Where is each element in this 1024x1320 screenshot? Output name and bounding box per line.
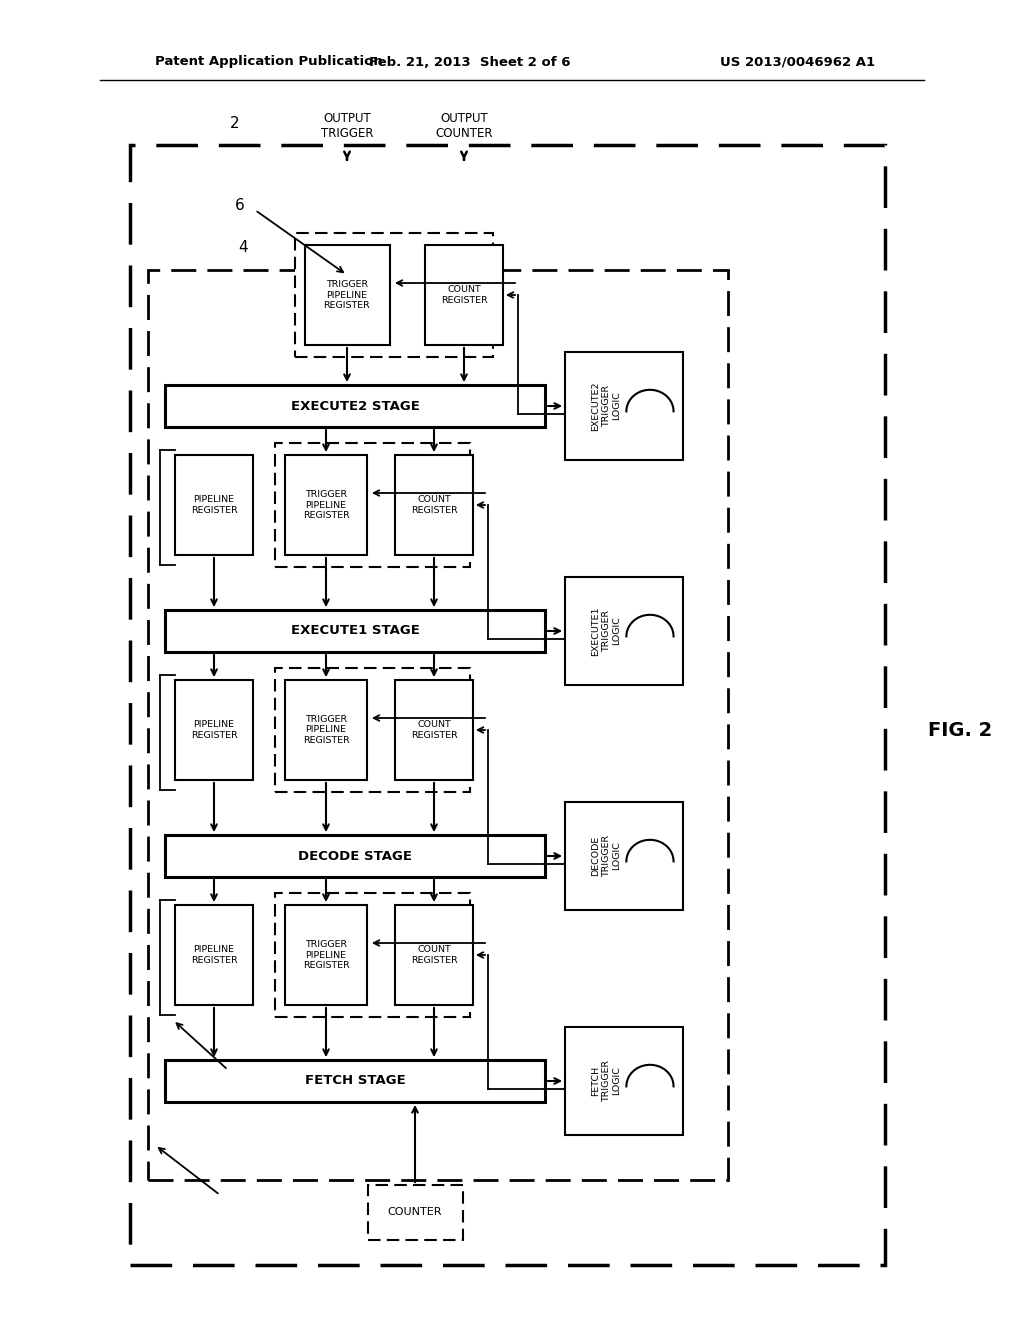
Bar — [425, 246, 503, 345]
Text: COUNT
REGISTER: COUNT REGISTER — [411, 495, 458, 515]
Text: FETCH
TRIGGER
LOGIC: FETCH TRIGGER LOGIC — [592, 1060, 622, 1102]
Bar — [368, 1185, 463, 1239]
Text: PIPELINE
REGISTER: PIPELINE REGISTER — [190, 721, 238, 739]
Bar — [175, 455, 253, 554]
Text: DECODE STAGE: DECODE STAGE — [298, 850, 412, 862]
Text: Patent Application Publication: Patent Application Publication — [155, 55, 383, 69]
Bar — [285, 680, 367, 780]
Bar — [565, 803, 683, 909]
Bar — [285, 906, 367, 1005]
Text: US 2013/0046962 A1: US 2013/0046962 A1 — [720, 55, 876, 69]
Text: 2: 2 — [230, 116, 240, 131]
Text: TRIGGER
PIPELINE
REGISTER: TRIGGER PIPELINE REGISTER — [303, 490, 349, 520]
Bar — [148, 271, 728, 1180]
Bar — [565, 352, 683, 459]
Text: EXECUTE1 STAGE: EXECUTE1 STAGE — [291, 624, 420, 638]
Bar — [285, 455, 367, 554]
Text: FIG. 2: FIG. 2 — [928, 721, 992, 739]
Text: OUTPUT
TRIGGER: OUTPUT TRIGGER — [321, 112, 374, 140]
Text: COUNT
REGISTER: COUNT REGISTER — [440, 285, 487, 305]
Bar — [395, 680, 473, 780]
Bar — [165, 1060, 545, 1102]
Bar — [175, 680, 253, 780]
Text: COUNT
REGISTER: COUNT REGISTER — [411, 945, 458, 965]
Bar — [165, 610, 545, 652]
Bar — [165, 836, 545, 876]
Text: TRIGGER
PIPELINE
REGISTER: TRIGGER PIPELINE REGISTER — [324, 280, 371, 310]
Text: 4: 4 — [238, 240, 248, 256]
Bar — [305, 246, 390, 345]
Bar — [395, 455, 473, 554]
Text: COUNTER: COUNTER — [388, 1206, 442, 1217]
Bar — [565, 577, 683, 685]
Text: EXECUTE2 STAGE: EXECUTE2 STAGE — [291, 400, 420, 412]
Bar — [275, 444, 470, 568]
Text: Feb. 21, 2013  Sheet 2 of 6: Feb. 21, 2013 Sheet 2 of 6 — [370, 55, 570, 69]
Text: FETCH STAGE: FETCH STAGE — [304, 1074, 406, 1088]
Text: 6: 6 — [236, 198, 245, 213]
Text: TRIGGER
PIPELINE
REGISTER: TRIGGER PIPELINE REGISTER — [303, 940, 349, 970]
Bar — [295, 234, 493, 356]
Bar — [275, 894, 470, 1016]
Bar — [175, 906, 253, 1005]
Bar — [275, 668, 470, 792]
Bar — [395, 906, 473, 1005]
Text: DECODE
TRIGGER
LOGIC: DECODE TRIGGER LOGIC — [592, 836, 622, 876]
Text: TRIGGER
PIPELINE
REGISTER: TRIGGER PIPELINE REGISTER — [303, 715, 349, 744]
Text: PIPELINE
REGISTER: PIPELINE REGISTER — [190, 495, 238, 515]
Bar — [130, 145, 885, 1265]
Bar — [165, 385, 545, 426]
Bar — [565, 1027, 683, 1135]
Text: COUNT
REGISTER: COUNT REGISTER — [411, 721, 458, 739]
Text: EXECUTE2
TRIGGER
LOGIC: EXECUTE2 TRIGGER LOGIC — [592, 381, 622, 430]
Text: EXECUTE1
TRIGGER
LOGIC: EXECUTE1 TRIGGER LOGIC — [592, 606, 622, 656]
Text: PIPELINE
REGISTER: PIPELINE REGISTER — [190, 945, 238, 965]
Text: OUTPUT
COUNTER: OUTPUT COUNTER — [435, 112, 493, 140]
